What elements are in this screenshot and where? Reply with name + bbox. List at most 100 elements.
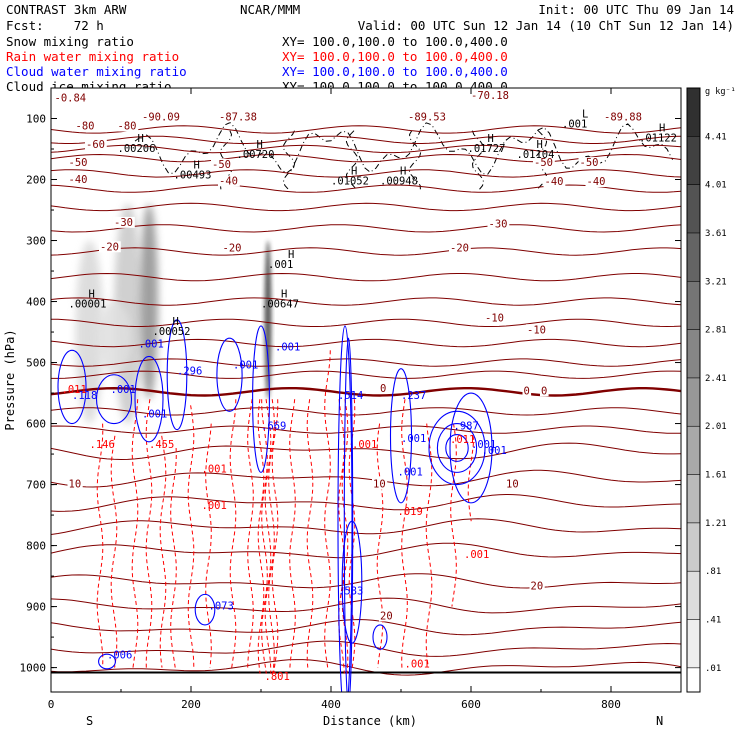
colorbar-cell [687, 377, 700, 427]
cloud-water-contour [57, 349, 87, 425]
header-init: Init: 00 UTC Thu 09 Jan 14 [538, 2, 734, 17]
colorbar-cell [687, 136, 700, 186]
extremum-mark: H [659, 123, 665, 135]
colorbar-tick-label: 2.01 [705, 422, 727, 432]
isotherm [51, 202, 681, 212]
temperature-label: -30 [114, 217, 133, 229]
temperature-label: -0.84 [55, 92, 87, 104]
temperature-label-bg [372, 478, 388, 490]
cloud-water-label: .001 [111, 384, 136, 396]
colorbar-tick-label: 3.21 [705, 277, 727, 287]
rain-label: .019 [398, 506, 423, 518]
temperature-label-bg [116, 120, 139, 132]
temperature-label: 0 [524, 385, 530, 397]
snow-blob [264, 240, 272, 400]
legend-xy: XY= 100.0,100.0 to 100.0,400.0 [282, 64, 508, 79]
isotherm [51, 597, 681, 614]
colorbar-cell [687, 474, 700, 524]
isotherm [51, 640, 681, 657]
rain-label: .011 [62, 384, 87, 396]
extremum-mark: H [173, 316, 179, 328]
rain-label: .001 [202, 463, 227, 475]
colorbar-tick-label: 1.21 [705, 519, 727, 529]
y-tick-label: 800 [26, 540, 46, 553]
cloud-ice-contour [345, 130, 358, 190]
temperature-label-bg [113, 216, 135, 228]
temperature-label-bg [470, 89, 512, 101]
temperature-label-bg [221, 242, 244, 254]
rain-contours [96, 350, 475, 674]
isotherm [51, 169, 681, 178]
extremum-value: .001 [268, 259, 293, 271]
rain-label: .801 [265, 671, 290, 683]
extremum-value: .01052 [331, 175, 369, 187]
extremum-mark: H [89, 289, 95, 301]
temperature-label: -10 [527, 324, 546, 336]
cloud-water-contour [436, 423, 478, 473]
temperature-label: 0 [380, 383, 386, 395]
colorbar-tick-label: 4.01 [705, 181, 727, 191]
cloud-water-label: .583 [338, 585, 363, 597]
isotherm [51, 135, 681, 144]
header-left-title: CONTRAST 3km ARW [6, 2, 127, 17]
cloud-water-label: .669 [261, 421, 286, 433]
y-tick-label: 400 [26, 296, 46, 309]
colorbar-cell [687, 184, 700, 234]
rain-contour [110, 435, 118, 668]
temperature-label-bg [543, 176, 566, 188]
cloud-water-label: .001 [233, 360, 258, 372]
isotherm [51, 442, 681, 461]
rain-label: .146 [90, 439, 115, 451]
extremum-value: .001 [562, 119, 587, 131]
cloud-water-contour [216, 337, 243, 412]
y-tick-label: 500 [26, 357, 46, 370]
temperature-label-bg [533, 157, 555, 169]
isotherm [51, 338, 681, 348]
isotherm [51, 153, 681, 163]
temperature-label: 20 [531, 581, 544, 593]
y-tick-label: 200 [26, 174, 46, 187]
temperature-label-bg [67, 478, 83, 490]
colorbar-cell [687, 281, 700, 331]
extremum-value: .00720 [237, 149, 275, 161]
x-axis-label: Distance (km) [323, 714, 417, 728]
isotherm [51, 542, 681, 559]
extremum-value: .00206 [118, 143, 156, 155]
temperature-label-bg [379, 382, 388, 394]
header-valid: Valid: 00 UTC Sun 12 Jan 14 (10 ChT Sun … [358, 18, 734, 33]
extremum-mark: L [582, 109, 588, 121]
plot-frame [50, 87, 682, 693]
temperature-label: -20 [100, 241, 119, 253]
extremum-mark: H [400, 165, 406, 177]
temperature-label-bg [578, 157, 601, 169]
rain-contour [205, 423, 212, 668]
temperature-label: -50 [580, 157, 599, 169]
temperature-label: -50 [534, 157, 553, 169]
isotherm [51, 247, 681, 256]
extremum-value: .00948 [380, 175, 418, 187]
isotherm [51, 469, 681, 488]
rain-contour [131, 399, 139, 668]
rain-contour [145, 399, 153, 668]
isotherm [51, 659, 681, 676]
colorbar-frame [686, 87, 701, 693]
cloud-water-contour [372, 624, 388, 650]
rain-contour [341, 399, 349, 674]
rain-label: .455 [149, 439, 174, 451]
temperature-label: -90.09 [142, 111, 180, 123]
isotherm [51, 425, 681, 434]
rain-contour [170, 447, 177, 668]
cloud-water-label: .001 [471, 439, 496, 451]
extremum-value: .00647 [261, 299, 299, 311]
colorbar-cell [687, 88, 700, 137]
temperature-label-bg [141, 111, 183, 123]
x-tick-label: 400 [321, 698, 341, 711]
cloud-water-contour [95, 374, 133, 425]
rain-contour [159, 435, 167, 668]
extremum-value: .01727 [468, 143, 506, 155]
rain-contour [425, 423, 433, 668]
temperature-label: -40 [587, 176, 606, 188]
isotherm [51, 297, 681, 306]
x-tick-label: 0 [48, 698, 55, 711]
